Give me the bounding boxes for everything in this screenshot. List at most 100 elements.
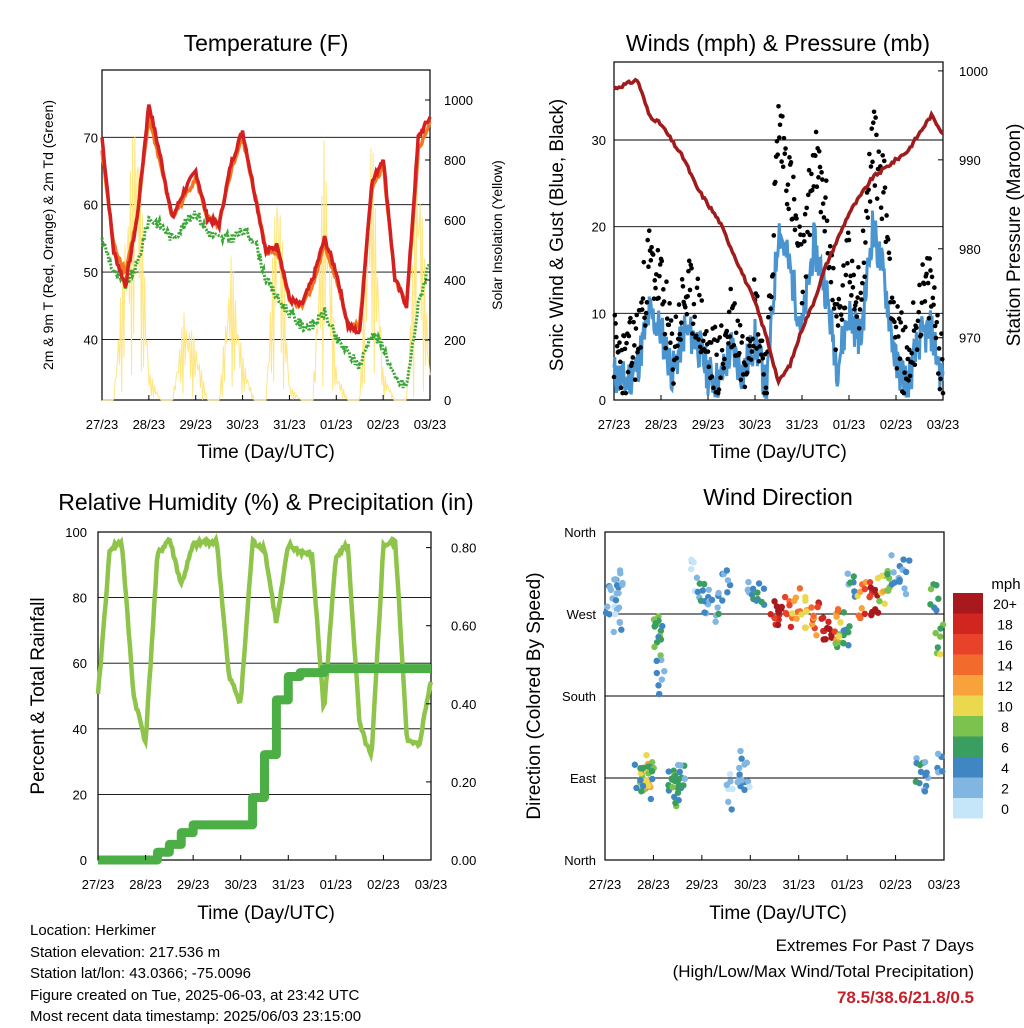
gust-point	[925, 280, 931, 286]
direction-point	[917, 768, 925, 776]
gust-point	[922, 299, 928, 304]
gust-point	[694, 285, 700, 291]
direction-point	[612, 610, 619, 618]
direction-point	[820, 636, 827, 643]
gust-point	[799, 300, 805, 306]
gust-point	[853, 300, 859, 305]
gust-point	[727, 334, 733, 339]
gust-point	[902, 370, 907, 375]
gust-point	[807, 232, 813, 238]
gust-point	[892, 319, 897, 325]
direction-point	[810, 612, 817, 620]
direction-point	[659, 622, 666, 630]
gust-point	[939, 356, 945, 362]
gust-point	[857, 307, 863, 312]
direction-point	[845, 629, 852, 636]
gust-point	[618, 385, 624, 391]
gust-point	[935, 312, 940, 318]
gust-point	[622, 346, 628, 352]
gust-point	[898, 320, 903, 325]
direction-point	[767, 611, 774, 618]
direction-point	[846, 623, 853, 630]
gust-point	[679, 277, 685, 282]
direction-point	[719, 597, 726, 604]
gust-point	[893, 324, 899, 330]
gust-point	[895, 304, 900, 309]
gust-point	[816, 175, 821, 180]
direction-point	[736, 771, 743, 778]
total-precipitation-line	[98, 664, 431, 865]
direction-panel: Wind Direction North West South East North 27…	[524, 484, 1021, 924]
direction-point	[902, 590, 910, 598]
gust-point	[680, 284, 686, 289]
x-tick-label: 31/23	[782, 877, 815, 892]
gust-point	[806, 167, 812, 173]
direction-point	[701, 609, 708, 616]
gust-point	[644, 300, 650, 305]
gust-point	[761, 372, 766, 377]
direction-point	[616, 567, 624, 574]
direction-point	[714, 604, 721, 611]
direction-point	[688, 556, 695, 563]
direction-xlabel: Time (Day/UTC)	[709, 903, 847, 924]
gust-point	[889, 295, 895, 301]
gust-point	[614, 343, 620, 349]
legend-label: 10	[997, 699, 1013, 715]
y-tick-label: South	[562, 689, 596, 704]
direction-point	[802, 624, 810, 631]
gust-point	[860, 280, 865, 286]
gust-point	[691, 301, 697, 307]
x-tick-label: 02/23	[880, 417, 913, 432]
y2-tick-label: 0.20	[451, 775, 476, 790]
gust-point	[840, 283, 846, 288]
legend-swatch	[953, 757, 983, 778]
gust-point	[701, 338, 706, 344]
y-tick-label: 20	[73, 787, 87, 802]
y-tick-label: 60	[73, 656, 87, 671]
gust-point	[780, 164, 786, 170]
gust-point	[750, 336, 755, 342]
gust-point	[782, 151, 788, 156]
gust-point	[638, 345, 643, 350]
gust-point	[801, 232, 806, 238]
y2-tick-label: 970	[959, 331, 981, 346]
gust-point	[834, 314, 839, 319]
gust-point	[776, 103, 781, 109]
gust-point	[656, 295, 661, 301]
legend-swatch	[953, 716, 983, 737]
legend-swatch	[953, 777, 983, 798]
direction-point	[771, 598, 778, 605]
direction-point	[754, 589, 761, 596]
direction-point	[900, 556, 907, 563]
gust-point	[856, 264, 861, 270]
y-tick-label: 100	[65, 525, 87, 540]
gust-point	[916, 309, 922, 315]
gust-point	[748, 357, 754, 362]
direction-point	[939, 768, 946, 775]
direction-point	[798, 611, 805, 618]
gust-point	[655, 247, 661, 253]
gust-point	[642, 315, 647, 321]
direction-point	[808, 621, 816, 628]
direction-point	[867, 584, 874, 591]
gust-point	[773, 179, 778, 185]
gust-point	[870, 120, 876, 126]
gust-point	[896, 334, 901, 339]
gust-point	[820, 201, 826, 206]
gust-point	[903, 324, 908, 330]
winds-title: Winds (mph) & Pressure (mb)	[626, 30, 930, 56]
gust-point	[650, 252, 656, 257]
x-tick-label: 03/23	[928, 877, 961, 892]
gust-point	[833, 347, 838, 352]
gust-point	[657, 262, 663, 267]
gust-point	[758, 352, 764, 358]
x-tick-label: 29/23	[692, 417, 725, 432]
x-tick-label: 27/23	[86, 417, 119, 432]
gust-point	[668, 340, 673, 346]
y-tick-label: 70	[84, 130, 98, 145]
gust-point	[735, 318, 741, 324]
y-tick-label: North	[564, 525, 596, 540]
gust-point	[630, 355, 636, 360]
direction-point	[850, 573, 857, 580]
dewpoint-2m-line	[100, 210, 432, 389]
